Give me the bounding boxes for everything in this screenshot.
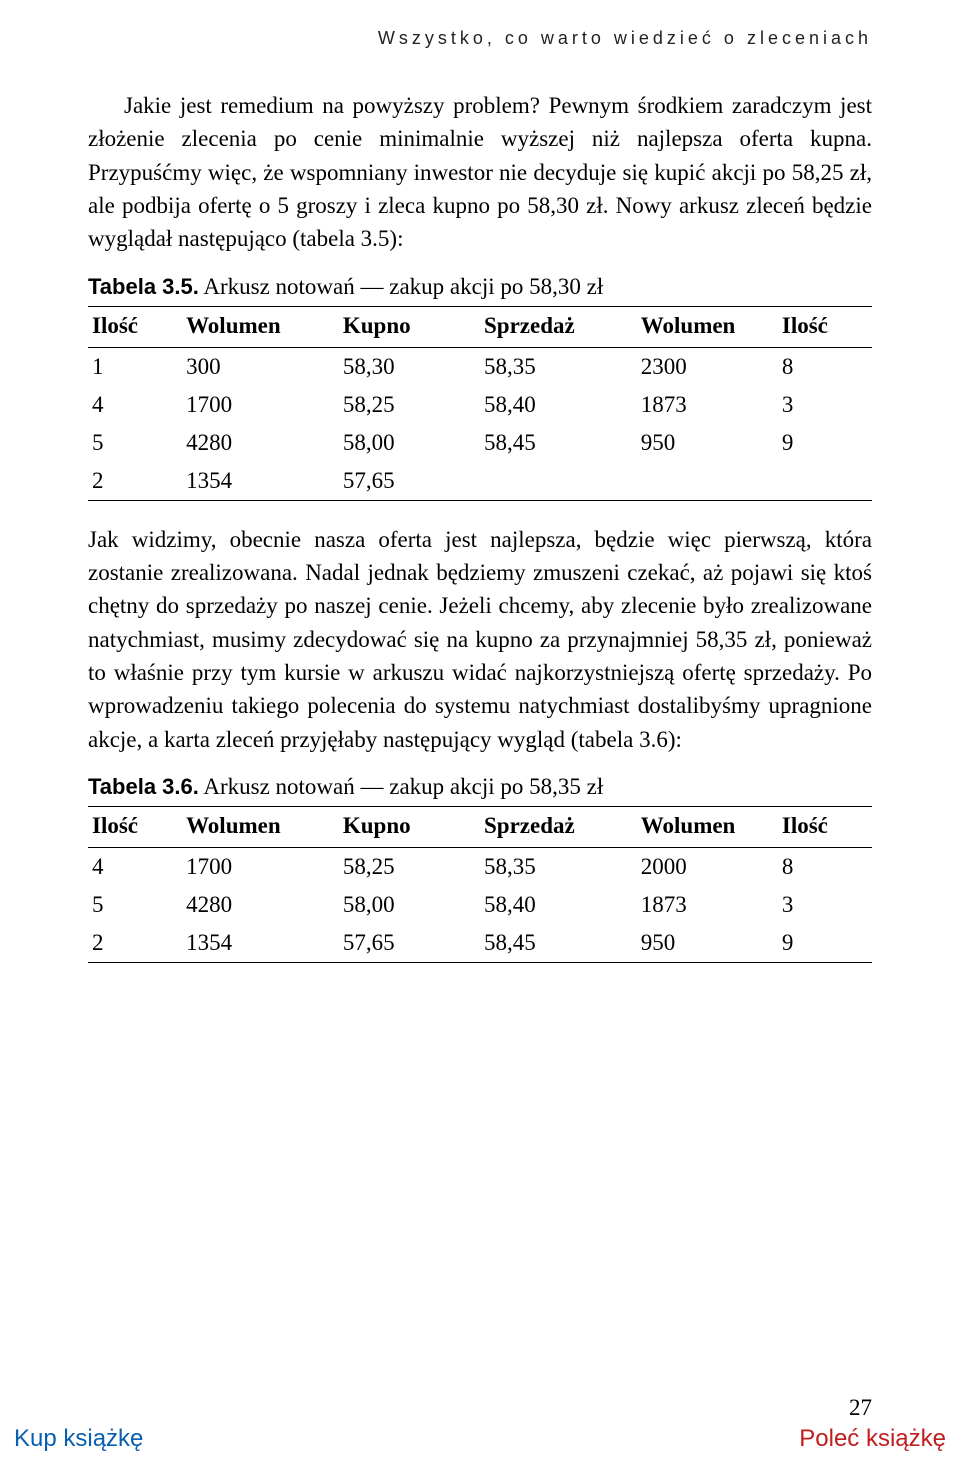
table-cell xyxy=(637,462,778,501)
table-cell: 950 xyxy=(637,424,778,462)
table-row: 4170058,2558,3520008 xyxy=(88,848,872,887)
table-row: 130058,3058,3523008 xyxy=(88,347,872,386)
table-cell xyxy=(778,462,872,501)
table-cell: 8 xyxy=(778,848,872,887)
table-36-label: Tabela 3.6. xyxy=(88,774,199,799)
table-cell: 58,35 xyxy=(480,848,637,887)
col-wolumen-sell: Wolumen xyxy=(637,306,778,347)
table-cell: 300 xyxy=(182,347,339,386)
table-cell: 58,45 xyxy=(480,924,637,963)
col-sprzedaz: Sprzedaż xyxy=(480,807,637,848)
running-head: Wszystko, co warto wiedzieć o zleceniach xyxy=(88,28,872,49)
table-header-row: Ilość Wolumen Kupno Sprzedaż Wolumen Ilo… xyxy=(88,306,872,347)
table-cell: 3 xyxy=(778,886,872,924)
table-cell: 58,45 xyxy=(480,424,637,462)
buy-book-link[interactable]: Kup książkę xyxy=(14,1425,143,1453)
table-cell: 2000 xyxy=(637,848,778,887)
col-wolumen-sell: Wolumen xyxy=(637,807,778,848)
col-kupno: Kupno xyxy=(339,807,480,848)
table-36: Ilość Wolumen Kupno Sprzedaż Wolumen Ilo… xyxy=(88,806,872,963)
footer-links: Kup książkę Poleć książkę xyxy=(0,1425,960,1459)
table-35-label: Tabela 3.5. xyxy=(88,274,199,299)
table-cell: 1354 xyxy=(182,462,339,501)
table-cell: 2 xyxy=(88,462,182,501)
table-cell: 58,25 xyxy=(339,386,480,424)
table-row: 5428058,0058,459509 xyxy=(88,424,872,462)
table-36-title: Arkusz notowań — zakup akcji po 58,35 zł xyxy=(199,774,603,799)
table-cell: 8 xyxy=(778,347,872,386)
col-wolumen-buy: Wolumen xyxy=(182,306,339,347)
table-36-body: 4170058,2558,35200085428058,0058,4018733… xyxy=(88,848,872,963)
table-cell: 58,40 xyxy=(480,386,637,424)
paragraph-2: Jak widzimy, obecnie nasza oferta jest n… xyxy=(88,523,872,756)
table-cell: 57,65 xyxy=(339,462,480,501)
col-wolumen-buy: Wolumen xyxy=(182,807,339,848)
table-row: 2135457,6558,459509 xyxy=(88,924,872,963)
table-cell: 9 xyxy=(778,924,872,963)
table-cell: 950 xyxy=(637,924,778,963)
table-cell: 1 xyxy=(88,347,182,386)
table-cell: 2300 xyxy=(637,347,778,386)
table-row: 4170058,2558,4018733 xyxy=(88,386,872,424)
col-ilosc-sell: Ilość xyxy=(778,306,872,347)
table-cell: 58,40 xyxy=(480,886,637,924)
table-cell: 4280 xyxy=(182,424,339,462)
recommend-book-link[interactable]: Poleć książkę xyxy=(799,1425,946,1453)
table-cell: 58,30 xyxy=(339,347,480,386)
table-36-caption: Tabela 3.6. Arkusz notowań — zakup akcji… xyxy=(88,774,872,800)
table-cell: 4 xyxy=(88,386,182,424)
table-cell: 58,35 xyxy=(480,347,637,386)
table-35: Ilość Wolumen Kupno Sprzedaż Wolumen Ilo… xyxy=(88,306,872,501)
table-cell: 9 xyxy=(778,424,872,462)
table-cell: 2 xyxy=(88,924,182,963)
col-kupno: Kupno xyxy=(339,306,480,347)
col-ilosc-sell: Ilość xyxy=(778,807,872,848)
table-35-title: Arkusz notowań — zakup akcji po 58,30 zł xyxy=(199,274,603,299)
col-ilosc: Ilość xyxy=(88,807,182,848)
table-cell: 4280 xyxy=(182,886,339,924)
table-row: 5428058,0058,4018733 xyxy=(88,886,872,924)
col-sprzedaz: Sprzedaż xyxy=(480,306,637,347)
table-cell: 1354 xyxy=(182,924,339,963)
table-cell: 57,65 xyxy=(339,924,480,963)
table-cell: 1873 xyxy=(637,386,778,424)
table-cell: 1700 xyxy=(182,848,339,887)
table-35-caption: Tabela 3.5. Arkusz notowań — zakup akcji… xyxy=(88,274,872,300)
table-cell: 1873 xyxy=(637,886,778,924)
page-number: 27 xyxy=(849,1395,872,1421)
table-cell: 3 xyxy=(778,386,872,424)
table-row: 2135457,65 xyxy=(88,462,872,501)
table-cell: 4 xyxy=(88,848,182,887)
table-cell: 5 xyxy=(88,424,182,462)
table-cell: 58,00 xyxy=(339,424,480,462)
table-cell: 1700 xyxy=(182,386,339,424)
table-cell: 5 xyxy=(88,886,182,924)
table-cell: 58,25 xyxy=(339,848,480,887)
table-35-body: 130058,3058,35230084170058,2558,40187335… xyxy=(88,347,872,500)
table-cell xyxy=(480,462,637,501)
paragraph-1: Jakie jest remedium na powyższy problem?… xyxy=(88,89,872,256)
col-ilosc: Ilość xyxy=(88,306,182,347)
table-header-row: Ilość Wolumen Kupno Sprzedaż Wolumen Ilo… xyxy=(88,807,872,848)
table-cell: 58,00 xyxy=(339,886,480,924)
